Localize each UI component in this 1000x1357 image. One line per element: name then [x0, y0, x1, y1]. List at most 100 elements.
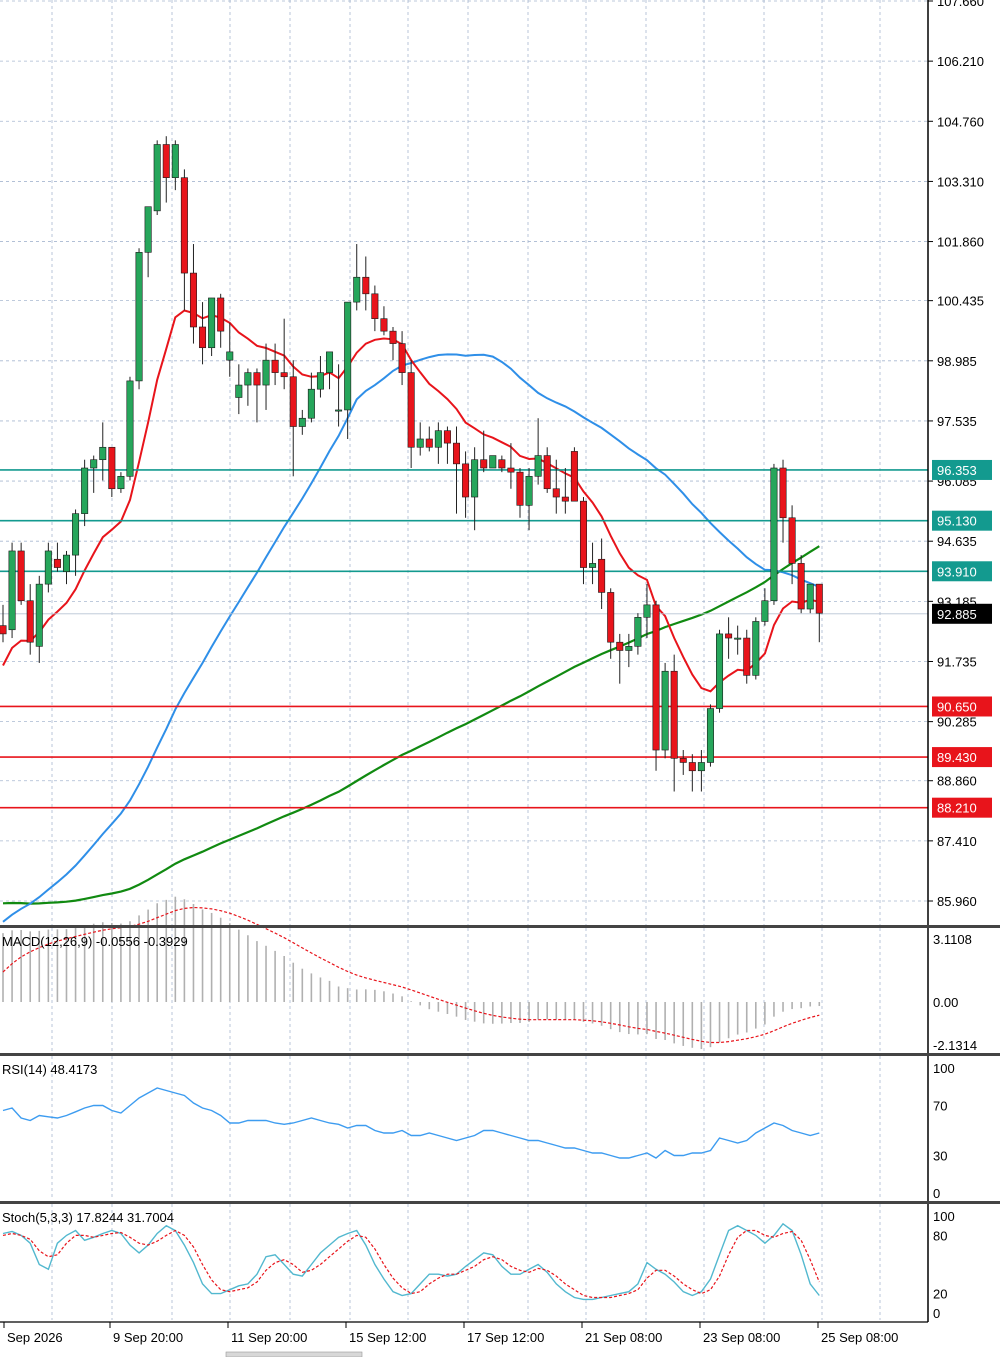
candle-body [543, 455, 551, 490]
current-price-tag [932, 603, 992, 624]
stoch-tick-label: 20 [933, 1287, 947, 1302]
price-tick-label: 100.435 [937, 294, 984, 309]
candle-body [725, 633, 733, 639]
stoch-tick-label: 80 [933, 1228, 947, 1243]
price-tick-label: 98.985 [937, 354, 977, 369]
price-panel [0, 136, 928, 923]
time-tick-label: 23 Sep 08:00 [703, 1330, 780, 1345]
candle-body [171, 144, 179, 178]
candle-body [489, 455, 497, 469]
candle-body [679, 758, 687, 763]
candle-body [452, 442, 460, 465]
panel-separator [0, 1053, 1000, 1056]
price-tick-label: 106.210 [937, 54, 984, 69]
candle-body [316, 372, 324, 390]
rsi-line [2, 1087, 820, 1159]
candle-body [806, 583, 814, 610]
candle-body [661, 670, 669, 751]
candle-body [235, 384, 243, 398]
candle-body [72, 513, 80, 556]
candle-body [398, 343, 406, 373]
candle-body [162, 144, 170, 178]
stoch-k-line [2, 1222, 820, 1301]
current-price-label: 92.885 [937, 607, 977, 622]
time-tick-label: 15 Sep 12:00 [349, 1330, 426, 1345]
rsi-tick-label: 70 [933, 1099, 947, 1114]
candle-body [262, 359, 270, 386]
price-tick-label: 85.960 [937, 894, 977, 909]
candle-body [153, 144, 161, 212]
level-tag [932, 510, 992, 531]
candle-body [815, 583, 823, 614]
candle-body [35, 583, 43, 647]
candle-body [289, 376, 297, 427]
candle-body [770, 467, 778, 602]
price-axis: 107.660 106.210 104.760 103.310 101.860 100.4… [928, 0, 992, 1321]
candle-body [797, 563, 805, 610]
level-tag [932, 561, 992, 582]
candle-body [425, 438, 433, 448]
candle-body [516, 471, 524, 506]
candle-body [0, 625, 7, 635]
macd-signal-line [2, 906, 820, 1044]
scrollbar-thumb [225, 1351, 363, 1357]
candle-body [371, 293, 379, 319]
candle-body [335, 409, 343, 412]
candle-body [507, 467, 515, 473]
candle-body [217, 297, 225, 332]
candle-body [434, 430, 442, 448]
level-tag [932, 459, 992, 480]
time-tick-label: 9 Sep 20:00 [113, 1330, 183, 1345]
candle-body [17, 550, 25, 602]
candle-body [99, 446, 107, 461]
grid [0, 0, 928, 1320]
candle-body [226, 351, 234, 361]
panel-separator [0, 1201, 1000, 1204]
candle-body [670, 670, 678, 759]
stoch-title: Stoch(5,3,3) 17.8244 31.7004 [2, 1210, 174, 1225]
candle-body [570, 451, 578, 502]
time-axis: Sep 2026 9 Sep 20:00 11 Sep 20:00 15 Sep 12… [3, 1322, 898, 1357]
candle-body [90, 459, 98, 469]
candle-body [53, 558, 61, 568]
candle-body [44, 550, 52, 585]
candle-body [353, 276, 361, 303]
candle-body [652, 604, 660, 751]
macd-panel: MACD(12,26,9) -0.0556 -0.3929 [2, 896, 821, 1050]
level-tag-label: 96.353 [937, 463, 977, 478]
price-tick-label: 87.410 [937, 834, 977, 849]
candle-body [697, 762, 705, 772]
candle-body [208, 297, 216, 349]
candle-body [117, 475, 125, 490]
candle-body [326, 351, 334, 373]
candle-body [271, 359, 279, 373]
candle-body [734, 637, 742, 640]
stoch-d-line [2, 1229, 820, 1299]
candle-body [407, 372, 415, 448]
candle-body [108, 446, 116, 490]
level-tag-label: 95.130 [937, 514, 977, 529]
panel-separator [0, 925, 1000, 928]
candle-body [443, 430, 451, 444]
candle-body [389, 330, 397, 344]
candle-body [307, 388, 315, 419]
stoch-tick-label: 0 [933, 1306, 940, 1321]
candle-body [380, 318, 388, 332]
candle-body [253, 372, 261, 386]
price-tick-label: 107.660 [937, 0, 984, 9]
time-tick-label: 21 Sep 08:00 [585, 1330, 662, 1345]
candle-body [244, 372, 252, 386]
macd-tick-label: 3.1108 [933, 932, 972, 947]
candle-body [135, 252, 143, 382]
rsi-tick-label: 30 [933, 1149, 947, 1164]
price-tick-label: 97.535 [937, 414, 977, 429]
rsi-tick-label: 100 [933, 1061, 955, 1076]
time-tick-label: 11 Sep 20:00 [231, 1330, 307, 1345]
candle-body [416, 438, 424, 448]
candle-body [144, 206, 152, 253]
candle-body [752, 621, 760, 676]
candle-body [643, 604, 651, 618]
level-tag-label: 90.650 [937, 699, 977, 714]
level-tag [932, 747, 992, 768]
price-tick-label: 88.860 [937, 774, 977, 789]
